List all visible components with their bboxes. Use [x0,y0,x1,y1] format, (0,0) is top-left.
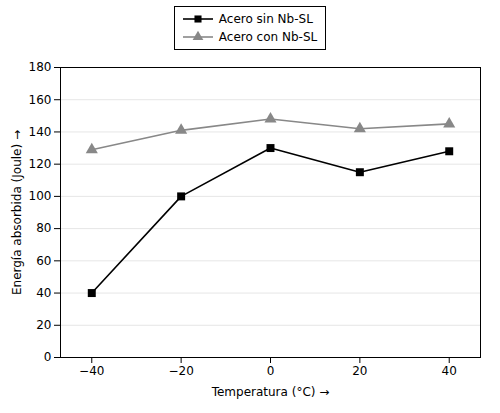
svg-text:140: 140 [29,125,52,139]
html-text:Acero sin Nb-SL: Acero sin Nb-SL [218,12,313,26]
svg-text:180: 180 [29,60,52,74]
svg-text:80: 80 [36,221,51,235]
svg-text:160: 160 [29,93,52,107]
svg-text:60: 60 [36,254,51,268]
svg-text:−20: −20 [168,364,193,378]
svg-text:0: 0 [267,364,275,378]
svg-text:Temperatura (°C) →: Temperatura (°C) → [211,385,330,399]
svg-text:120: 120 [29,157,52,171]
svg-text:40: 40 [36,286,51,300]
svg-text:40: 40 [442,364,457,378]
svg-text:100: 100 [29,189,52,203]
svg-text:0: 0 [44,350,52,364]
svg-text:20: 20 [36,318,51,332]
html-text:Acero con Nb-SL: Acero con Nb-SL [218,30,318,44]
svg-text:−40: −40 [79,364,104,378]
svg-text:20: 20 [352,364,367,378]
svg-text:Energía absorbida (Joule) →: Energía absorbida (Joule) → [10,130,24,295]
